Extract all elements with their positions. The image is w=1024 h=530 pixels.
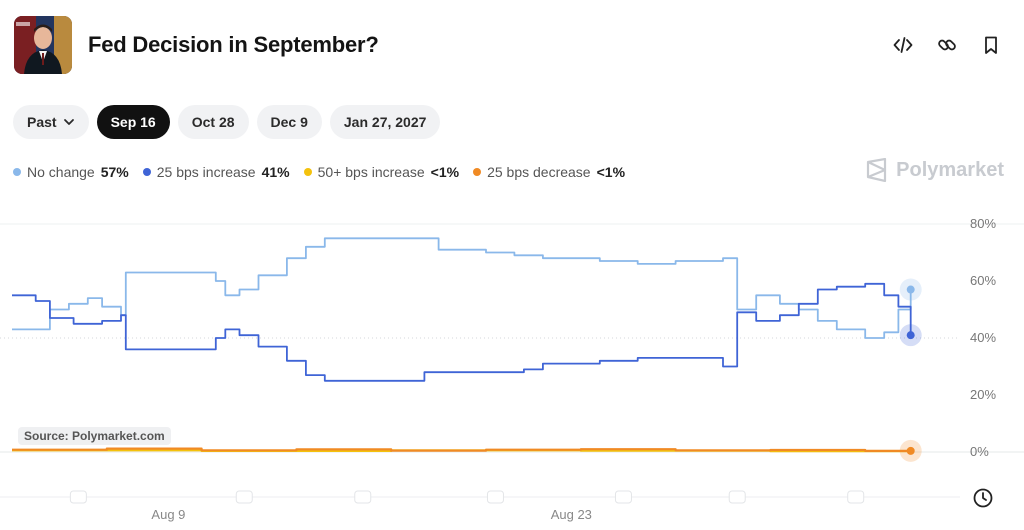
timeline-handle xyxy=(614,490,632,504)
timeline-handle xyxy=(847,490,865,504)
polymarket-watermark: Polymarket xyxy=(866,158,1004,182)
tab-oct-28[interactable]: Oct 28 xyxy=(177,105,249,139)
tab-label: Sep 16 xyxy=(110,114,156,130)
y-tick-label: 0% xyxy=(970,444,989,459)
x-tick-label: Aug 23 xyxy=(551,507,592,522)
timeline-handle xyxy=(728,490,746,504)
source-label: Source: Polymarket.com xyxy=(18,427,171,445)
legend-item-no-change[interactable]: No change 57% xyxy=(13,164,129,180)
timeline-handle xyxy=(486,490,504,504)
tab-label: Oct 28 xyxy=(191,114,235,130)
legend-label: No change xyxy=(27,164,95,180)
link-icon xyxy=(938,39,956,51)
portrait-avatar-icon xyxy=(14,16,72,74)
end-marker-25-bps-decrease xyxy=(906,446,915,455)
tab-past[interactable]: Past xyxy=(13,105,89,139)
legend-dot xyxy=(303,168,312,176)
chevron-down-icon xyxy=(63,119,74,125)
embed-code-icon xyxy=(893,37,913,53)
clock-icon xyxy=(973,488,993,508)
legend-dot xyxy=(473,168,482,176)
tab-jan-27-2027[interactable]: Jan 27, 2027 xyxy=(329,105,441,139)
header-actions xyxy=(890,32,1004,58)
legend-item-50-bps-increase[interactable]: 50+ bps increase <1% xyxy=(303,164,460,180)
series-line-no-change xyxy=(12,237,912,339)
brand-name: Polymarket xyxy=(896,158,1004,181)
tab-dec-9[interactable]: Dec 9 xyxy=(256,105,322,139)
market-header: Fed Decision in September? xyxy=(14,14,1004,76)
tab-label: Dec 9 xyxy=(270,114,308,130)
legend-percent: <1% xyxy=(596,164,626,180)
tab-sep-16[interactable]: Sep 16 xyxy=(96,105,170,139)
chart-legend: No change 57% 25 bps increase 41% 50+ bp… xyxy=(13,164,625,180)
legend-item-25-bps-increase[interactable]: 25 bps increase 41% xyxy=(142,164,290,180)
legend-percent: <1% xyxy=(430,164,460,180)
copy-link-button[interactable] xyxy=(934,32,960,58)
series-line-25-bps-increase xyxy=(12,282,912,382)
legend-dot xyxy=(142,168,151,176)
tab-label: Jan 27, 2027 xyxy=(343,114,427,130)
legend-label: 50+ bps increase xyxy=(317,164,425,180)
legend-item-25-bps-decrease[interactable]: 25 bps decrease <1% xyxy=(473,164,625,180)
y-tick-label: 40% xyxy=(970,330,996,345)
legend-percent: 41% xyxy=(261,164,290,180)
bookmark-icon xyxy=(985,36,997,54)
y-tick-label: 60% xyxy=(970,273,996,288)
time-range-button[interactable] xyxy=(970,485,996,511)
bookmark-button[interactable] xyxy=(978,32,1004,58)
series-line-25-bps-decrease xyxy=(12,447,911,452)
legend-percent: 57% xyxy=(100,164,129,180)
embed-button[interactable] xyxy=(890,32,916,58)
y-tick-label: 80% xyxy=(970,216,996,231)
page-title: Fed Decision in September? xyxy=(88,32,379,57)
timeline-handle xyxy=(354,490,372,504)
end-marker-25-bps-increase xyxy=(906,331,915,340)
legend-label: 25 bps increase xyxy=(156,164,256,180)
x-tick-label: Aug 9 xyxy=(151,507,185,522)
timeline-handle xyxy=(235,490,253,504)
legend-label: 25 bps decrease xyxy=(487,164,591,180)
y-tick-label: 20% xyxy=(970,387,996,402)
legend-dot xyxy=(13,168,21,176)
avatar xyxy=(14,16,72,74)
polymarket-logo-icon xyxy=(867,158,887,182)
date-tabs: Past Sep 16 Oct 28 Dec 9 Jan 27, 2027 xyxy=(13,105,441,139)
probability-chart: 80% 60% 40% 20% 0% Aug 9 Aug 23 xyxy=(0,216,1024,522)
timeline-handle xyxy=(69,490,87,504)
tab-label: Past xyxy=(27,114,57,130)
end-marker-no-change xyxy=(906,285,915,294)
